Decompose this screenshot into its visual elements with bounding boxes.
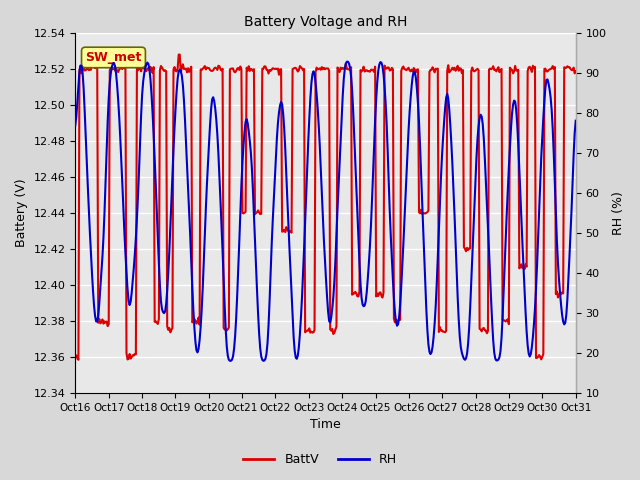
Y-axis label: Battery (V): Battery (V) bbox=[15, 179, 28, 247]
Title: Battery Voltage and RH: Battery Voltage and RH bbox=[244, 15, 407, 29]
Y-axis label: RH (%): RH (%) bbox=[612, 191, 625, 235]
X-axis label: Time: Time bbox=[310, 419, 341, 432]
Legend: BattV, RH: BattV, RH bbox=[238, 448, 402, 471]
Text: SW_met: SW_met bbox=[85, 51, 141, 64]
